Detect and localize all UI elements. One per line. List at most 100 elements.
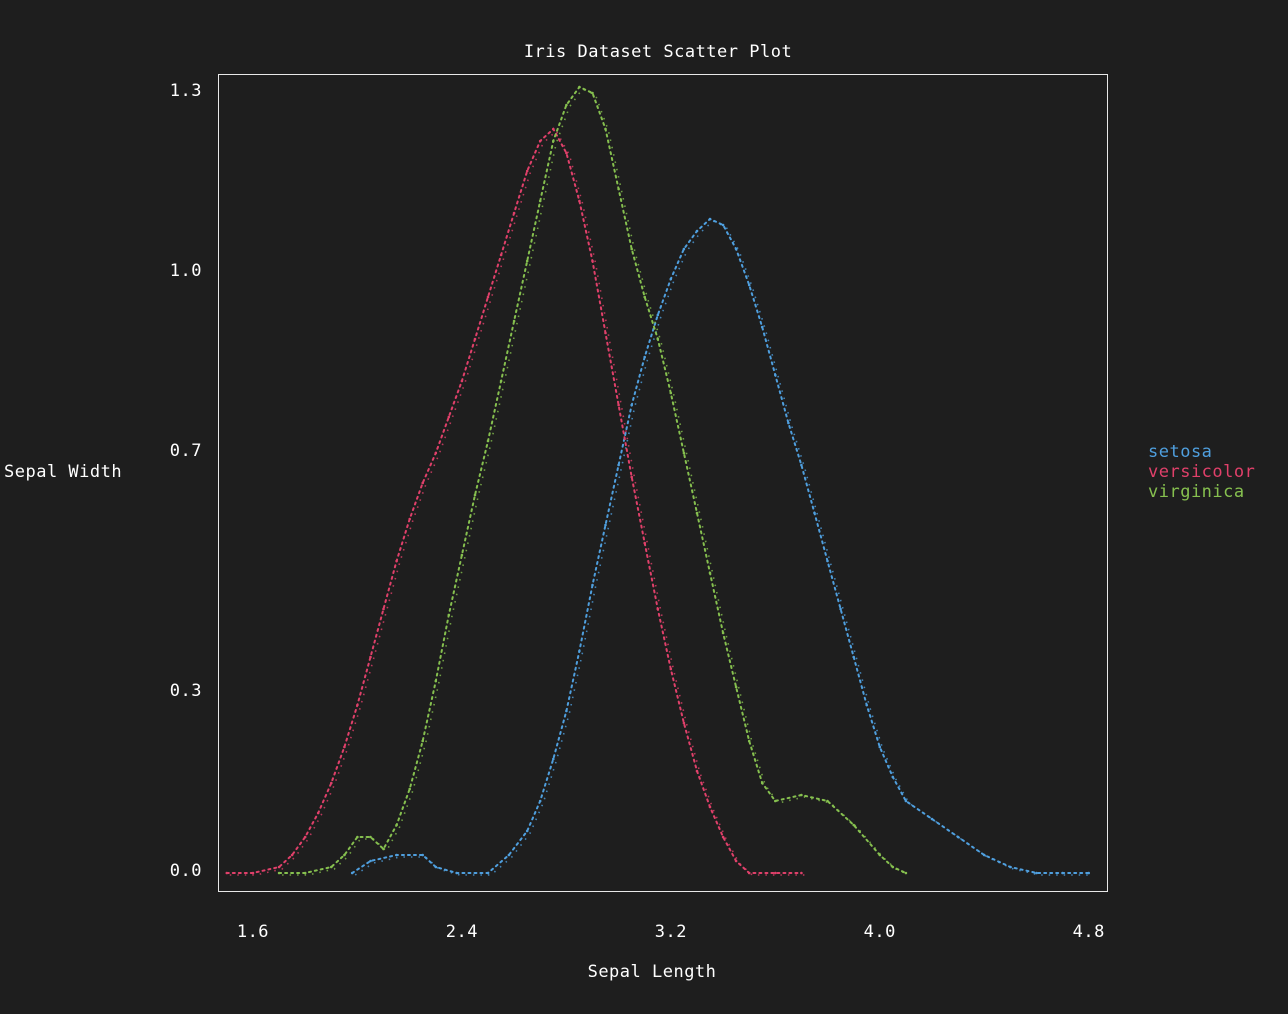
data-point bbox=[878, 745, 882, 749]
data-point bbox=[499, 253, 503, 257]
data-point bbox=[538, 199, 542, 203]
data-point bbox=[695, 769, 699, 773]
data-point bbox=[865, 703, 868, 707]
x-tick-label: 1.6 bbox=[236, 922, 270, 942]
data-point bbox=[408, 787, 411, 791]
x-tick-label: 3.2 bbox=[654, 922, 687, 942]
data-point bbox=[369, 655, 372, 659]
series-line-versicolor bbox=[225, 127, 803, 874]
data-point bbox=[316, 811, 320, 815]
data-point bbox=[721, 631, 725, 635]
data-point bbox=[800, 871, 803, 875]
data-point bbox=[290, 853, 294, 857]
data-point bbox=[525, 169, 529, 173]
data-point bbox=[643, 541, 646, 545]
series-setosa bbox=[350, 217, 1092, 876]
data-point bbox=[891, 865, 895, 869]
data-point bbox=[538, 139, 542, 143]
data-point bbox=[669, 667, 673, 671]
data-point bbox=[982, 853, 986, 857]
x-tick-label: 2.4 bbox=[445, 922, 478, 942]
data-point bbox=[512, 211, 516, 215]
data-point bbox=[343, 745, 346, 749]
data-point bbox=[787, 421, 790, 425]
data-point bbox=[434, 679, 438, 683]
data-point bbox=[369, 835, 372, 839]
x-axis-label: Sepal Length bbox=[587, 962, 717, 982]
plot-svg bbox=[225, 85, 1092, 876]
legend-entry-versicolor: versicolor bbox=[1148, 462, 1256, 482]
data-point bbox=[604, 523, 607, 527]
data-point bbox=[643, 355, 646, 359]
data-point bbox=[356, 835, 359, 839]
y-tick-label: 0.0 bbox=[169, 861, 202, 881]
data-point bbox=[904, 799, 908, 803]
data-point bbox=[395, 559, 398, 563]
data-point bbox=[382, 607, 385, 611]
data-point bbox=[525, 829, 529, 833]
data-point bbox=[277, 865, 281, 869]
data-point bbox=[747, 871, 751, 875]
chart-title: Iris Dataset Scatter Plot bbox=[523, 42, 793, 62]
data-point bbox=[617, 187, 620, 191]
data-point bbox=[956, 835, 960, 839]
series-line-shadow-versicolor bbox=[229, 129, 805, 876]
data-point bbox=[447, 415, 451, 419]
data-point bbox=[826, 559, 829, 563]
data-point bbox=[630, 475, 633, 479]
data-point bbox=[734, 685, 738, 689]
data-point bbox=[604, 127, 607, 131]
data-point bbox=[617, 403, 620, 407]
data-point bbox=[682, 721, 686, 725]
data-point bbox=[708, 805, 712, 809]
data-point bbox=[682, 247, 686, 251]
data-point bbox=[499, 379, 503, 383]
series-line-shadow-setosa bbox=[354, 220, 1092, 876]
y-axis-label: Sepal Width bbox=[4, 462, 123, 482]
data-point bbox=[591, 583, 594, 587]
data-point bbox=[251, 871, 255, 875]
data-point bbox=[904, 871, 908, 875]
data-point bbox=[774, 871, 777, 875]
y-tick-label: 0.3 bbox=[169, 681, 202, 701]
data-point bbox=[408, 517, 411, 521]
data-point bbox=[565, 103, 568, 107]
data-point bbox=[578, 649, 581, 653]
data-point bbox=[656, 313, 660, 317]
series-line-setosa bbox=[351, 217, 1090, 874]
data-point bbox=[565, 151, 568, 155]
data-point bbox=[852, 655, 855, 659]
data-point bbox=[891, 775, 895, 779]
data-point bbox=[434, 451, 438, 455]
data-point bbox=[473, 493, 477, 497]
y-tick-label: 1.0 bbox=[169, 261, 202, 281]
data-point bbox=[552, 757, 555, 761]
data-point bbox=[721, 835, 725, 839]
data-point bbox=[591, 91, 594, 95]
data-point bbox=[356, 703, 359, 707]
data-point bbox=[1009, 865, 1012, 869]
data-point bbox=[395, 853, 398, 857]
data-point bbox=[708, 217, 712, 221]
data-point bbox=[578, 199, 581, 203]
data-point bbox=[330, 781, 333, 785]
data-point bbox=[643, 295, 646, 299]
x-tick-label: 4.8 bbox=[1072, 922, 1105, 942]
legend: setosa versicolor virginica bbox=[1148, 442, 1255, 502]
data-point bbox=[486, 295, 490, 299]
data-point bbox=[747, 739, 751, 743]
series-virginica bbox=[277, 85, 910, 876]
data-point bbox=[473, 337, 477, 341]
data-point bbox=[565, 709, 568, 713]
data-point bbox=[1035, 871, 1038, 875]
data-point bbox=[277, 871, 281, 875]
legend-entry-virginica: virginica bbox=[1148, 482, 1245, 502]
data-point bbox=[486, 871, 490, 875]
data-point bbox=[507, 853, 511, 857]
data-point bbox=[552, 127, 555, 131]
data-point bbox=[350, 871, 354, 875]
data-point bbox=[930, 817, 934, 821]
data-point bbox=[800, 793, 803, 797]
data-point bbox=[708, 571, 712, 575]
